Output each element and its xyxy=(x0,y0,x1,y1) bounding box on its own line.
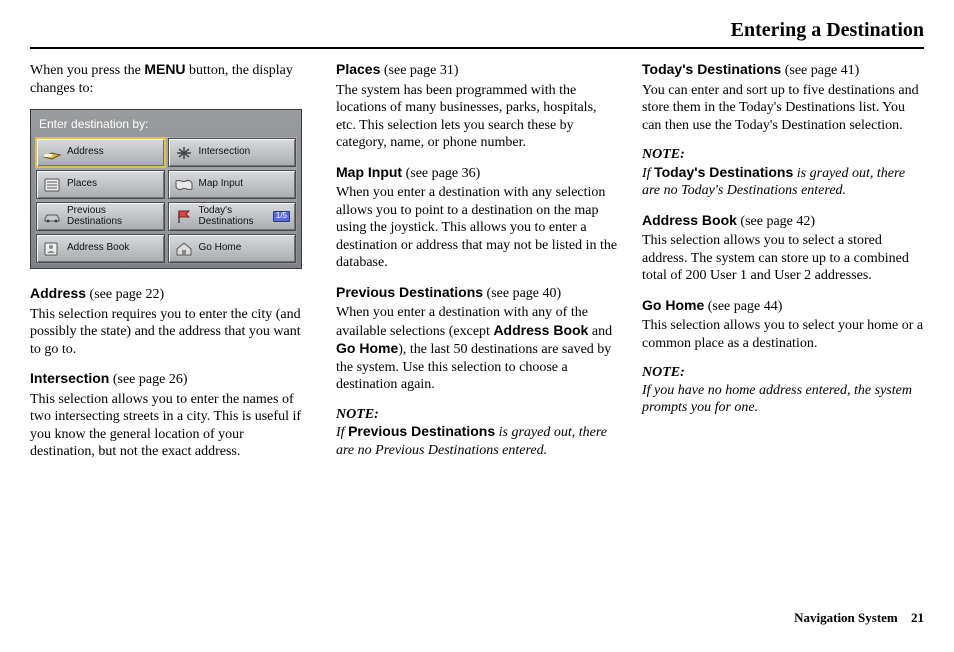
nav-button-home[interactable]: Go Home xyxy=(168,234,297,263)
car-icon xyxy=(42,209,62,225)
today-title: Today's Destinations xyxy=(642,61,781,77)
today-note-bold: Today's Destinations xyxy=(654,164,793,180)
nav-button-label: Go Home xyxy=(199,243,291,254)
today-heading: Today's Destinations (see page 41) xyxy=(642,61,924,80)
intro-paragraph: When you press the MENU button, the disp… xyxy=(30,61,312,97)
intro-pre: When you press the xyxy=(30,63,144,78)
home-icon xyxy=(174,241,194,257)
today-note-pre: If xyxy=(642,166,654,181)
home-note-label: NOTE: xyxy=(642,364,924,382)
mapinput-ref: (see page 36) xyxy=(402,166,480,181)
gohome-ref: (see page 44) xyxy=(704,299,782,314)
nav-button-car[interactable]: Previous Destinations xyxy=(36,202,165,231)
prev-body-mid: and xyxy=(588,324,612,339)
intersection-section: Intersection (see page 26) This selectio… xyxy=(30,370,312,461)
mapinput-title: Map Input xyxy=(336,164,402,180)
nav-button-map[interactable]: Map Input xyxy=(168,170,297,199)
prev-section: Previous Destinations (see page 40) When… xyxy=(336,284,618,394)
today-body: You can enter and sort up to five destin… xyxy=(642,82,924,135)
places-section: Places (see page 31) The system has been… xyxy=(336,61,618,152)
nav-button-cross[interactable]: Intersection xyxy=(168,138,297,167)
abook-icon xyxy=(42,241,62,257)
mapinput-heading: Map Input (see page 36) xyxy=(336,164,618,183)
address-title: Address xyxy=(30,285,86,301)
intersection-heading: Intersection (see page 26) xyxy=(30,370,312,389)
mapinput-body: When you enter a destination with any se… xyxy=(336,184,618,272)
map-icon xyxy=(174,177,194,193)
prev-note-bold: Previous Destinations xyxy=(348,423,495,439)
nav-button-book[interactable]: Address xyxy=(36,138,165,167)
gohome-heading: Go Home (see page 44) xyxy=(642,297,924,316)
nav-button-abook[interactable]: Address Book xyxy=(36,234,165,263)
nav-button-label: Map Input xyxy=(199,179,291,190)
cross-icon xyxy=(174,145,194,161)
places-title: Places xyxy=(336,61,380,77)
footer-label: Navigation System xyxy=(794,610,898,625)
gohome-title: Go Home xyxy=(642,297,704,313)
mapinput-section: Map Input (see page 36) When you enter a… xyxy=(336,164,618,272)
page-title: Entering a Destination xyxy=(30,18,924,43)
nav-button-flag[interactable]: Today's Destinations 1/5 xyxy=(168,202,297,231)
gohome-body: This selection allows you to select your… xyxy=(642,317,924,352)
page-footer: Navigation System 21 xyxy=(794,610,924,626)
prev-ref: (see page 40) xyxy=(483,286,561,301)
abook-body: This selection allows you to select a st… xyxy=(642,232,924,285)
abook-section: Address Book (see page 42) This selectio… xyxy=(642,212,924,285)
address-ref: (see page 22) xyxy=(86,287,164,302)
column-1: When you press the MENU button, the disp… xyxy=(30,61,312,473)
home-note: NOTE: If you have no home address entere… xyxy=(642,364,924,417)
column-2: Places (see page 31) The system has been… xyxy=(336,61,618,473)
address-heading: Address (see page 22) xyxy=(30,285,312,304)
today-note-label: NOTE: xyxy=(642,146,924,164)
nav-button-label: Address Book xyxy=(67,243,159,254)
places-ref: (see page 31) xyxy=(380,63,458,78)
prev-note-pre: If xyxy=(336,425,348,440)
today-note: NOTE: If Today's Destinations is grayed … xyxy=(642,146,924,200)
places-body: The system has been programmed with the … xyxy=(336,82,618,152)
nav-button-label: Previous Destinations xyxy=(67,206,159,227)
abook-ref: (see page 42) xyxy=(737,214,815,229)
nav-button-label: Today's Destinations xyxy=(199,206,268,227)
abook-heading: Address Book (see page 42) xyxy=(642,212,924,231)
today-section: Today's Destinations (see page 41) You c… xyxy=(642,61,924,134)
address-section: Address (see page 22) This selection req… xyxy=(30,285,312,358)
prev-body: When you enter a destination with any of… xyxy=(336,304,618,394)
prev-heading: Previous Destinations (see page 40) xyxy=(336,284,618,303)
nav-button-label: Places xyxy=(67,179,159,190)
nav-button-badge: 1/5 xyxy=(273,211,290,221)
today-note-body: If Today's Destinations is grayed out, t… xyxy=(642,164,924,200)
prev-note: NOTE: If Previous Destinations is grayed… xyxy=(336,406,618,460)
home-note-body: If you have no home address entered, the… xyxy=(642,382,924,417)
places-heading: Places (see page 31) xyxy=(336,61,618,80)
screenshot-title: Enter destination by: xyxy=(35,114,297,137)
prev-note-body: If Previous Destinations is grayed out, … xyxy=(336,423,618,459)
flag-icon xyxy=(174,209,194,225)
intersection-ref: (see page 26) xyxy=(109,372,187,387)
intersection-body: This selection allows you to enter the n… xyxy=(30,391,312,461)
book-icon xyxy=(42,145,62,161)
nav-button-label: Address xyxy=(67,147,159,158)
page-number: 21 xyxy=(911,610,924,625)
intro-menu-bold: MENU xyxy=(144,61,185,77)
list-icon xyxy=(42,177,62,193)
page-header: Entering a Destination xyxy=(30,18,924,49)
intersection-title: Intersection xyxy=(30,370,109,386)
nav-screenshot-panel: Enter destination by: Address Intersectio… xyxy=(30,109,302,269)
nav-button-list[interactable]: Places xyxy=(36,170,165,199)
prev-body-b2: Go Home xyxy=(336,340,398,356)
prev-title: Previous Destinations xyxy=(336,284,483,300)
screenshot-button-grid: Address Intersection Places Map Input Previo… xyxy=(35,137,297,264)
address-body: This selection requires you to enter the… xyxy=(30,306,312,359)
prev-note-label: NOTE: xyxy=(336,406,618,424)
today-ref: (see page 41) xyxy=(781,63,859,78)
gohome-section: Go Home (see page 44) This selection all… xyxy=(642,297,924,353)
nav-button-label: Intersection xyxy=(199,147,291,158)
abook-title: Address Book xyxy=(642,212,737,228)
prev-body-b1: Address Book xyxy=(493,322,588,338)
content-columns: When you press the MENU button, the disp… xyxy=(30,61,924,473)
column-3: Today's Destinations (see page 41) You c… xyxy=(642,61,924,473)
